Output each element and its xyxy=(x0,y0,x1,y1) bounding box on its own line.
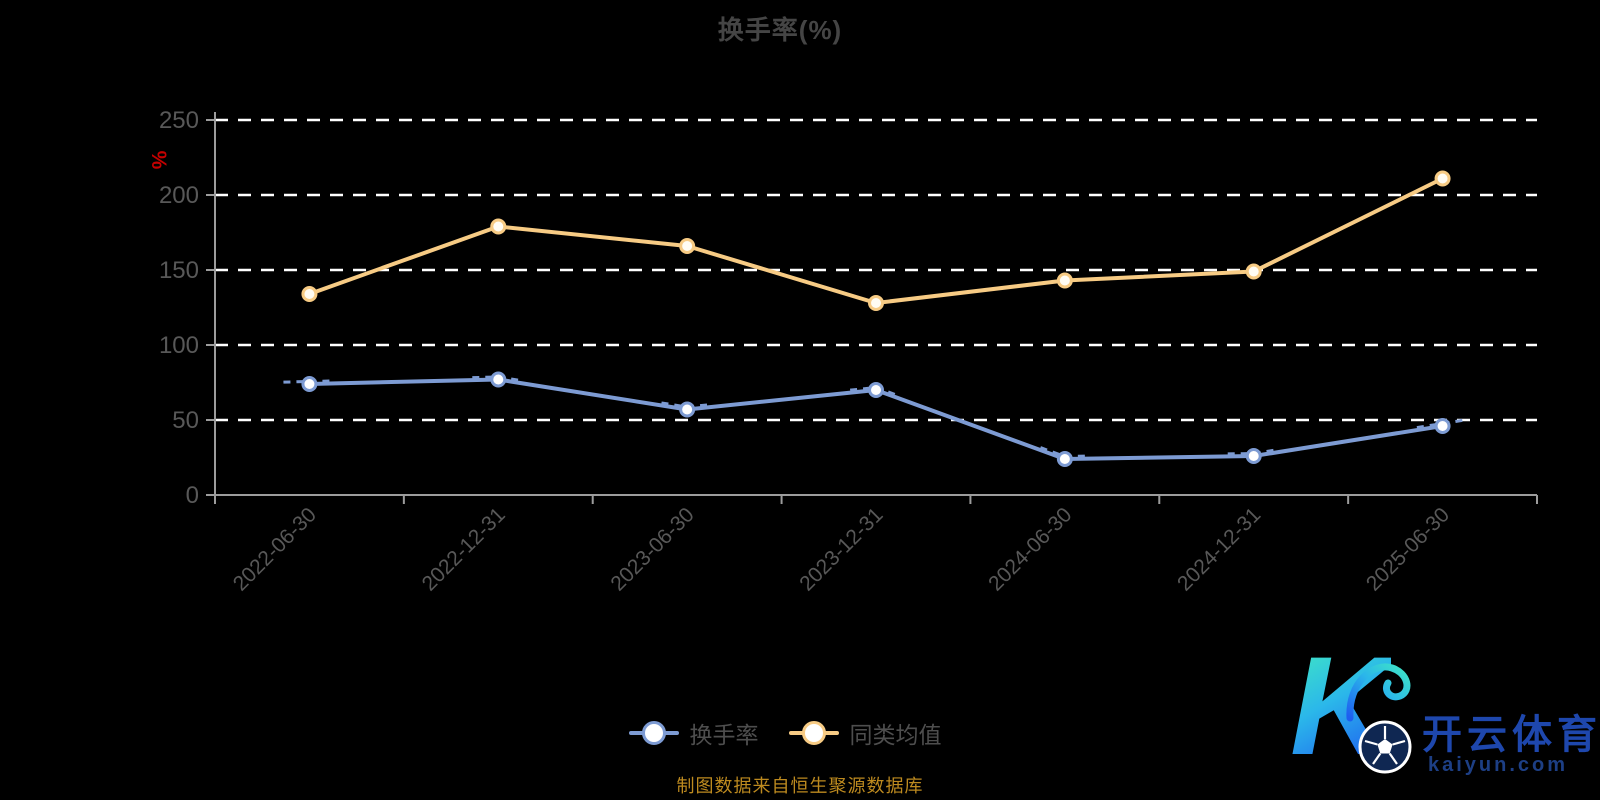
kaiyun-logo[interactable]: K 开云体育 kaiyun.com xyxy=(1284,636,1600,800)
svg-text:2025-06-30: 2025-06-30 xyxy=(1362,503,1454,595)
svg-text:100: 100 xyxy=(159,332,199,359)
svg-text:2022-06-30: 2022-06-30 xyxy=(229,503,321,595)
legend-marker-turnover-icon xyxy=(628,720,679,746)
legend-label-average: 同类均值 xyxy=(849,722,942,748)
logo-swirl-icon xyxy=(1346,663,1411,722)
svg-text:50: 50 xyxy=(172,407,199,434)
kaiyun-brand-text: 开云体育 xyxy=(1422,713,1600,757)
chart-legend: 换手率 同类均值 xyxy=(0,716,1570,750)
svg-text:200: 200 xyxy=(159,182,199,209)
legend-marker-average-icon xyxy=(788,720,839,746)
svg-text:250: 250 xyxy=(159,107,199,134)
svg-text:2023-12-31: 2023-12-31 xyxy=(795,503,887,595)
chart-title: 换手率(%) xyxy=(717,15,843,45)
data-source-note: 制图数据来自恒生聚源数据库 xyxy=(676,776,924,796)
legend-item-average[interactable]: 同类均值 xyxy=(788,716,942,750)
svg-text:%: % xyxy=(147,151,170,170)
svg-text:2023-06-30: 2023-06-30 xyxy=(606,503,698,595)
legend-label-turnover: 换手率 xyxy=(689,722,759,748)
svg-text:2022-12-31: 2022-12-31 xyxy=(418,503,510,595)
svg-text:2024-06-30: 2024-06-30 xyxy=(984,503,1076,595)
svg-text:0: 0 xyxy=(186,482,199,509)
svg-text:150: 150 xyxy=(159,257,199,284)
legend-item-turnover[interactable]: 换手率 xyxy=(628,716,759,750)
soccer-ball-icon xyxy=(1358,720,1412,774)
kaiyun-domain-text: kaiyun.com xyxy=(1428,754,1569,776)
svg-text:2024-12-31: 2024-12-31 xyxy=(1173,503,1265,595)
